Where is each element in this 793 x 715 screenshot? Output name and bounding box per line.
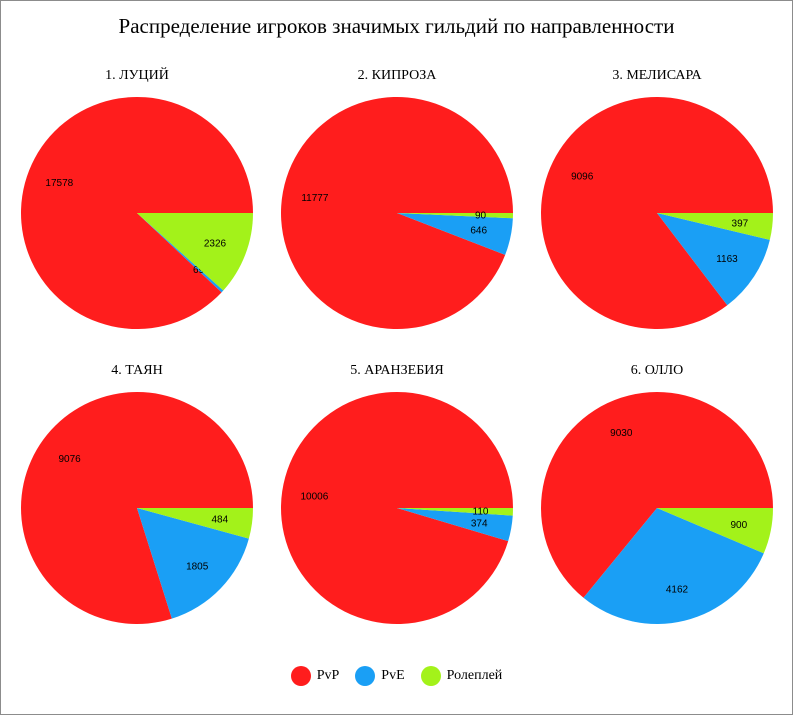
slice-value-label: 9096 <box>571 171 594 182</box>
pie-chart: 2. КИПРОЗА 11777 646 90 <box>280 68 513 330</box>
pie-slice-roleplay <box>657 508 773 554</box>
pie-slice-pve <box>137 508 249 619</box>
legend-item: PvP <box>290 666 340 686</box>
pie-chart: 4. ТАЯН 9076 1805 484 <box>21 363 254 625</box>
slice-value-label: 9076 <box>58 454 81 465</box>
pie-slice-roleplay <box>397 508 513 516</box>
legend-item: Ролеплей <box>420 666 503 686</box>
legend-label: PvE <box>381 668 405 683</box>
pie-slice-pvp <box>541 392 773 598</box>
pie-title: 3. МЕЛИСАРА <box>612 68 702 83</box>
slice-value-label: 900 <box>730 520 747 531</box>
pie-slice-pvp <box>280 97 513 330</box>
slice-value-label: 90 <box>475 210 487 221</box>
pie-chart: 1. ЛУЦИЙ 17578 69 2326 <box>21 66 254 329</box>
legend: PvP PvE Ролеплей <box>0 664 793 688</box>
pie-slice-pvp <box>281 392 513 625</box>
pie-slice-pve <box>657 213 770 306</box>
pie-slice-pvp <box>21 392 254 625</box>
slice-value-label: 646 <box>470 226 487 237</box>
slice-value-label: 9030 <box>610 428 633 439</box>
pie-slice-pvp <box>541 97 773 330</box>
legend-item: PvE <box>355 666 405 686</box>
pie-slice-pve <box>137 213 224 293</box>
slice-value-label: 484 <box>211 515 228 526</box>
pie-title: 5. АРАНЗЕБИЯ <box>350 363 443 378</box>
legend-swatch <box>420 666 441 686</box>
legend-swatch <box>355 666 376 686</box>
pie-slice-roleplay <box>137 508 253 539</box>
slice-value-label: 1805 <box>186 561 209 572</box>
slice-value-label: 2326 <box>204 238 227 249</box>
slice-value-label: 374 <box>471 518 488 529</box>
pie-chart: 3. МЕЛИСАРА 9096 1163 397 <box>541 68 773 330</box>
slice-value-label: 110 <box>473 506 489 517</box>
slice-value-label: 11777 <box>301 193 329 204</box>
chart-title: Распределение игроков значимых гильдий п… <box>118 14 675 38</box>
pie-title: 6. ОЛЛО <box>631 363 684 378</box>
pie-slice-pve <box>583 508 764 625</box>
legend-label: Ролеплей <box>446 668 503 683</box>
slice-value-label: 4162 <box>666 585 689 596</box>
pie-slice-roleplay <box>137 213 254 291</box>
slice-value-label: 397 <box>732 218 749 229</box>
pie-chart: 6. ОЛЛО 9030 4162 900 <box>541 363 773 625</box>
legend-label: PvP <box>316 668 340 683</box>
pie-slice-pvp <box>21 96 253 329</box>
pie-title: 2. КИПРОЗА <box>358 68 438 83</box>
pie-title: 4. ТАЯН <box>111 363 162 378</box>
slice-value-label: 1163 <box>716 254 738 265</box>
legend-swatch <box>290 666 311 686</box>
pie-slice-pve <box>397 213 513 255</box>
slice-value-label: 17578 <box>45 178 73 189</box>
pie-slice-pve <box>397 508 513 542</box>
slice-value-label: 69 <box>193 265 205 276</box>
pie-slice-roleplay <box>397 213 513 219</box>
slice-value-label: 10006 <box>300 491 328 502</box>
pie-slice-roleplay <box>657 213 773 240</box>
pie-title: 1. ЛУЦИЙ <box>105 66 169 83</box>
